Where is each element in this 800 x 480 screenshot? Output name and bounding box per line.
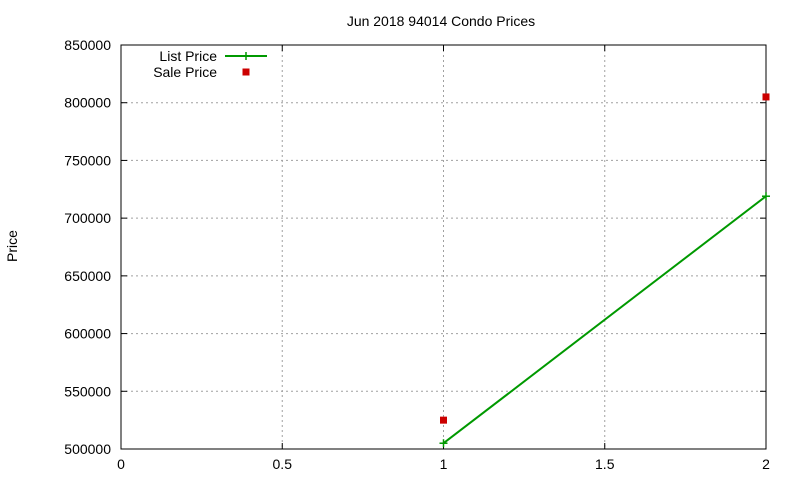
list-price-point [439,439,448,448]
x-tick-label: 1.5 [595,456,615,472]
y-tick-label: 600000 [64,326,111,342]
list-price-line [442,195,767,445]
sale-price-point [762,93,770,101]
plot-frame [120,44,767,450]
x-tick-label: 1 [440,456,448,472]
y-axis-label: Price [4,230,20,262]
chart-title: Jun 2018 94014 Condo Prices [347,13,535,29]
legend-label: List Price [159,48,217,64]
x-tick-label: 0.5 [273,456,293,472]
axis-ticks: 0 0.5 1 1.5 2 500000 550000 600000 650000 700000 7… [64,37,770,472]
y-tick-label: 650000 [64,268,111,284]
list-price-point [762,192,770,201]
y-tick-label: 550000 [64,383,111,399]
legend-square-swatch [242,68,250,76]
y-tick-label: 800000 [64,95,111,111]
series-0 [439,192,770,448]
legend-label: Sale Price [153,64,217,80]
y-tick-label: 750000 [64,152,111,168]
grid [121,45,766,449]
series-1 [440,93,770,424]
x-tick-label: 0 [117,456,125,472]
series-layer [439,93,770,448]
sale-price-point [440,416,447,424]
y-tick-label: 700000 [64,210,111,226]
y-tick-label: 500000 [64,441,111,457]
y-tick-label: 850000 [64,37,111,53]
x-tick-label: 2 [762,456,770,472]
legend-plus-swatch [242,52,250,60]
